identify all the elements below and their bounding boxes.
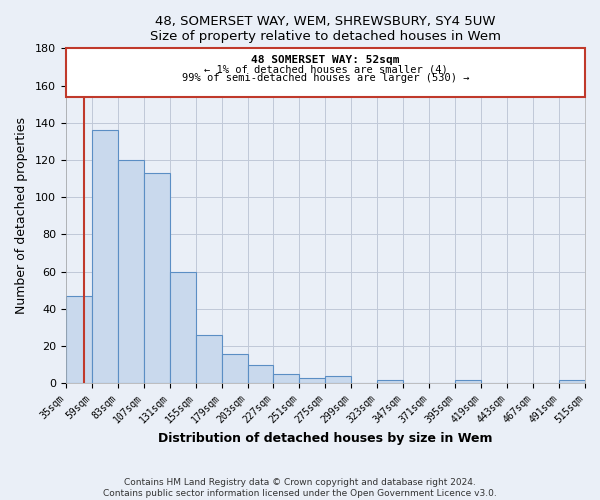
Text: 48 SOMERSET WAY: 52sqm: 48 SOMERSET WAY: 52sqm [251,55,400,65]
Bar [92,130,118,384]
Bar [221,354,248,384]
Bar [248,364,274,384]
X-axis label: Distribution of detached houses by size in Wem: Distribution of detached houses by size … [158,432,493,445]
Bar [559,380,585,384]
Text: ← 1% of detached houses are smaller (4): ← 1% of detached houses are smaller (4) [203,64,447,74]
Text: 99% of semi-detached houses are larger (530) →: 99% of semi-detached houses are larger (… [182,74,469,84]
Bar [118,160,143,384]
Y-axis label: Number of detached properties: Number of detached properties [15,118,28,314]
Bar [377,380,403,384]
Bar [455,380,481,384]
Bar [196,335,221,384]
Bar [325,376,352,384]
Bar [66,296,92,384]
FancyBboxPatch shape [66,48,585,96]
Text: Contains HM Land Registry data © Crown copyright and database right 2024.
Contai: Contains HM Land Registry data © Crown c… [103,478,497,498]
Bar [299,378,325,384]
Bar [274,374,299,384]
Bar [170,272,196,384]
Bar [143,173,170,384]
Title: 48, SOMERSET WAY, WEM, SHREWSBURY, SY4 5UW
Size of property relative to detached: 48, SOMERSET WAY, WEM, SHREWSBURY, SY4 5… [150,15,501,43]
